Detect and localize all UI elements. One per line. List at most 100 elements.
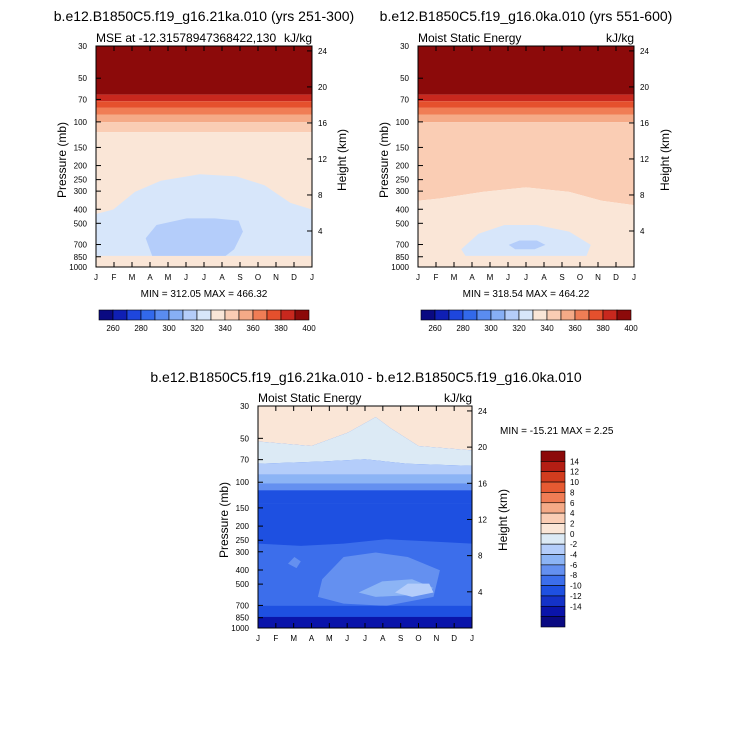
contour-band	[96, 107, 312, 115]
colorbar-label: 320	[190, 324, 204, 333]
colorbar-label: 360	[246, 324, 260, 333]
contour-band	[258, 459, 472, 475]
colorbar-swatch	[182, 309, 198, 321]
min-max-stats: MIN = 318.54 MAX = 464.22	[463, 289, 590, 300]
y-tick-label: 700	[396, 241, 410, 250]
y-axis-label-right: Height (km)	[335, 129, 349, 191]
x-tick-label: A	[147, 273, 153, 282]
colorbar-swatch	[476, 309, 492, 321]
colorbar-swatch	[266, 309, 282, 321]
contour-field	[418, 46, 634, 267]
y-tick-label: 100	[396, 118, 410, 127]
panel-subtitle-right: kJ/kg	[444, 391, 472, 405]
y-tick-label: 100	[74, 118, 88, 127]
colorbar-swatch	[540, 492, 566, 504]
x-tick-label: D	[291, 273, 297, 282]
panel-subtitle-right: kJ/kg	[284, 31, 312, 45]
colorbar-swatch	[462, 309, 478, 321]
contour-band	[418, 114, 634, 123]
y-tick-label: 500	[74, 219, 88, 228]
contour-band	[258, 490, 472, 504]
y2-tick-label: 4	[318, 227, 323, 236]
colorbar-label: 14	[570, 457, 579, 466]
colorbar-label: 280	[456, 324, 470, 333]
colorbar-swatch	[126, 309, 142, 321]
y-tick-label: 200	[236, 522, 250, 531]
colorbar-label: -14	[570, 602, 582, 611]
y2-tick-label: 20	[640, 83, 649, 92]
colorbar-swatch	[540, 533, 566, 545]
y2-tick-label: 12	[478, 515, 487, 524]
colorbar-swatch	[546, 309, 562, 321]
contour-field	[258, 406, 472, 628]
colorbar-swatch	[616, 309, 632, 321]
y2-tick-label: 8	[478, 552, 483, 561]
x-tick-label: F	[112, 273, 117, 282]
colorbar-label: 0	[570, 530, 575, 539]
y2-tick-label: 12	[640, 155, 649, 164]
x-tick-label: J	[310, 273, 314, 282]
x-tick-label: M	[487, 273, 494, 282]
x-tick-label: N	[433, 634, 439, 643]
colorbar-swatch	[224, 309, 240, 321]
colorbar-swatch	[112, 309, 128, 321]
panel-subtitle-left: MSE at -12.3157894736842​2,130	[96, 31, 276, 45]
colorbar-swatch	[98, 309, 114, 321]
y-axis-label-right: Height (km)	[658, 129, 672, 191]
colorbar-label: 10	[570, 478, 579, 487]
colorbar-swatch	[532, 309, 548, 321]
colorbar-label: -10	[570, 582, 582, 591]
plot-axes: J F M A M J J A S O N D J 30 50 70 100 150 200 250 300 400 500…	[69, 42, 327, 282]
colorbar-swatch	[574, 309, 590, 321]
colorbar-label: 280	[134, 324, 148, 333]
x-tick-label: J	[184, 273, 188, 282]
colorbar-swatch	[588, 309, 604, 321]
x-tick-label: S	[559, 273, 564, 282]
colorbar-label: -8	[570, 571, 578, 580]
x-tick-label: S	[237, 273, 242, 282]
colorbar-swatch	[540, 585, 566, 597]
y-axis-label: Pressure (mb)	[217, 482, 231, 558]
colorbar-label: -2	[570, 540, 578, 549]
y-tick-label: 30	[400, 42, 409, 51]
panel-subtitle-right: kJ/kg	[606, 31, 634, 45]
y2-tick-label: 16	[478, 479, 487, 488]
x-tick-label: M	[165, 273, 172, 282]
y-tick-label: 500	[396, 219, 410, 228]
colorbar-label: 300	[484, 324, 498, 333]
y-tick-label: 1000	[231, 624, 249, 633]
colorbar-swatch	[602, 309, 618, 321]
y-axis-label: Pressure (mb)	[55, 122, 69, 198]
contour-band	[258, 406, 472, 451]
contour-band	[96, 122, 312, 133]
contour-band	[258, 483, 472, 491]
colorbar-label: 400	[302, 324, 316, 333]
contour-band	[508, 240, 546, 250]
colorbar-label: 300	[162, 324, 176, 333]
contour-band	[96, 114, 312, 123]
x-tick-label: O	[577, 273, 583, 282]
y-tick-label: 30	[78, 42, 87, 51]
y2-tick-label: 16	[318, 119, 327, 128]
contour-band	[418, 107, 634, 115]
x-tick-label: N	[273, 273, 279, 282]
y2-tick-label: 12	[318, 155, 327, 164]
colorbar-swatch	[540, 481, 566, 493]
y2-tick-label: 20	[318, 83, 327, 92]
y-tick-label: 1000	[69, 263, 87, 272]
colorbar-swatch	[490, 309, 506, 321]
x-tick-label: O	[415, 634, 421, 643]
colorbar-swatch	[154, 309, 170, 321]
contour-band	[258, 503, 472, 546]
colorbar-swatch	[518, 309, 534, 321]
x-tick-label: S	[398, 634, 403, 643]
contour-band	[258, 474, 472, 484]
x-tick-label: A	[469, 273, 475, 282]
colorbar-swatch	[504, 309, 520, 321]
contour-band	[288, 557, 301, 569]
colorbar-label: 4	[570, 509, 575, 518]
y-tick-label: 850	[236, 614, 250, 623]
x-tick-label: J	[256, 634, 260, 643]
contour-band	[418, 101, 634, 108]
panel-0ka: b.e12.B1850C5.f19_g16.0ka.010 (yrs 551-6…	[377, 8, 672, 333]
